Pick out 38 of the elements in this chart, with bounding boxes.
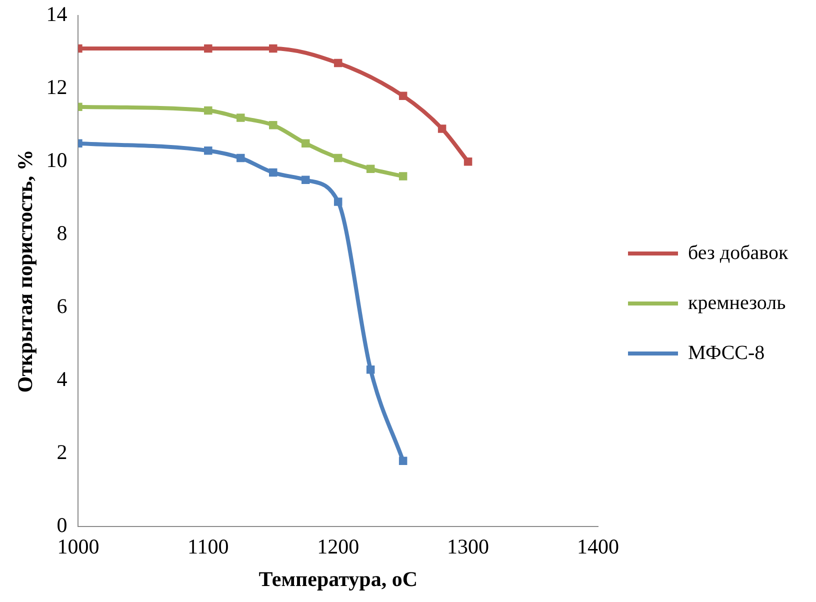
x-tick-label: 1100 — [188, 534, 229, 559]
point — [269, 44, 278, 53]
point — [236, 154, 245, 162]
legend-label: кремнезоль — [688, 292, 786, 314]
point — [398, 92, 408, 100]
x-axis-title: Температура, оС — [258, 566, 418, 591]
point — [334, 198, 342, 206]
point — [236, 114, 245, 122]
point — [366, 164, 375, 174]
point — [438, 124, 446, 133]
x-tick-label: 1200 — [317, 534, 360, 559]
legend-label: без добавок — [688, 242, 788, 264]
point — [269, 120, 278, 130]
y-tick-label: 8 — [56, 221, 68, 246]
y-tick-label: 6 — [56, 294, 68, 318]
y-tick-label: 12 — [46, 75, 68, 100]
point — [464, 157, 472, 166]
y-tick-label: 14 — [46, 2, 68, 26]
point — [398, 172, 408, 180]
y-tick-label: 10 — [46, 148, 68, 172]
point — [398, 456, 408, 466]
x-tick-label: 1000 — [57, 534, 100, 559]
point — [366, 366, 375, 374]
x-tick-label: 1300 — [447, 534, 490, 559]
point — [204, 44, 212, 53]
y-tick-label: 2 — [56, 440, 68, 464]
point — [334, 58, 342, 68]
x-tick-label: 1400 — [577, 534, 619, 559]
point — [334, 154, 342, 162]
y-tick-label: 0 — [56, 513, 68, 538]
point — [269, 168, 278, 177]
point — [301, 139, 310, 148]
y-tick-label: 4 — [56, 367, 68, 392]
y-axis-title: Открытая пористость, % — [13, 150, 38, 393]
legend-label: МФСС-8 — [688, 342, 765, 364]
point — [204, 146, 212, 155]
point — [204, 106, 212, 115]
point — [301, 176, 310, 184]
